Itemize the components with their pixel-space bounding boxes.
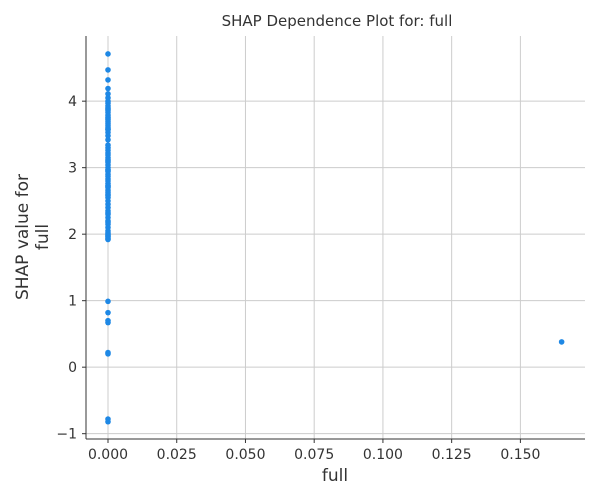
y-axis-label-line-2: full: [33, 224, 53, 250]
y-ticks: −1 0 1 2 3 4: [56, 94, 86, 443]
data-points: [105, 51, 565, 425]
data-point: [105, 167, 111, 174]
data-point: [105, 418, 111, 425]
data-point: [558, 339, 565, 345]
data-point: [105, 106, 111, 112]
y-tick-label: 0: [68, 360, 77, 376]
data-point: [105, 298, 111, 305]
data-point: [105, 132, 111, 139]
data-point: [105, 232, 111, 239]
x-tick-label: 0.000: [88, 447, 128, 463]
data-point: [105, 210, 111, 216]
chart-title: SHAP Dependence Plot for: full: [222, 12, 453, 30]
data-point: [105, 91, 111, 97]
data-point: [105, 309, 111, 316]
data-point: [105, 126, 111, 132]
x-tick-label: 0.025: [157, 447, 197, 463]
y-tick-label: −1: [56, 427, 77, 443]
x-tick-label: 0.150: [500, 447, 540, 463]
data-point: [105, 219, 111, 226]
axes: [85, 36, 585, 440]
x-tick-label: 0.075: [294, 447, 334, 463]
data-point: [105, 77, 111, 83]
data-point: [105, 67, 111, 73]
x-tick-label: 0.100: [363, 447, 403, 463]
y-tick-label: 3: [68, 161, 77, 177]
data-point: [105, 183, 111, 190]
data-point: [105, 115, 111, 122]
data-point: [105, 85, 111, 92]
data-point: [105, 192, 111, 199]
y-axis-label-line-1: SHAP value for: [13, 174, 33, 300]
data-point: [105, 158, 111, 164]
y-tick-label: 4: [68, 94, 77, 110]
y-tick-label: 2: [68, 227, 77, 243]
x-tick-label: 0.050: [225, 447, 265, 463]
grid: [86, 36, 585, 439]
data-point: [105, 236, 111, 243]
data-point: [105, 319, 111, 326]
data-point: [105, 351, 111, 357]
y-tick-label: 1: [68, 294, 77, 310]
x-axis-label: full: [322, 466, 348, 486]
data-point: [105, 136, 111, 143]
x-tick-label: 0.125: [432, 447, 472, 463]
x-ticks: 0.000 0.025 0.050 0.075 0.100 0.125 0.150: [88, 439, 540, 463]
data-point: [105, 51, 111, 57]
